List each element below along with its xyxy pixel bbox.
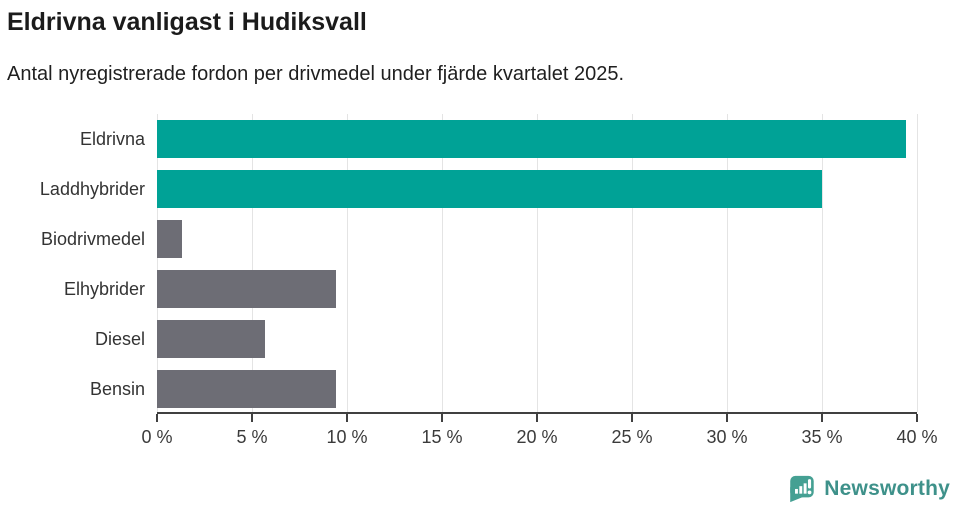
bar-row [157,314,917,364]
x-tick-label: 30 % [706,427,748,447]
logo-bar-medium [799,486,803,494]
x-tick-label: 35 % [801,427,843,447]
category-label: Eldrivna [79,128,145,149]
category-label: Diesel [94,328,145,349]
x-tick-label: 5 % [236,427,268,447]
x-tick-label: 40 % [896,427,938,447]
bar-row [157,164,917,214]
newsworthy-logo-icon [790,475,815,503]
x-tick-mark [821,414,823,422]
gridline [917,114,918,412]
x-tick-label: 20 % [516,427,558,447]
x-tick-label: 25 % [611,427,653,447]
category-axis: Eldrivna Laddhybrider Biodrivmedel Elhybrid… [0,114,157,456]
bar [157,270,336,308]
logo-bar-tall [803,483,807,494]
category-label: Biodrivmedel [40,228,145,249]
gridline [822,114,823,412]
newsworthy-logo: Newsworthy [786,473,950,504]
gridline [442,114,443,412]
bar-row [157,364,917,414]
x-axis: 0 % 5 % 10 % 15 % 20 % 25 % 30 % 35 % 40 % [141,414,938,456]
x-tick-label: 0 % [141,427,173,447]
x-tick-label: 15 % [421,427,463,447]
bar [157,170,822,208]
category-label: Bensin [89,378,145,399]
bar [157,120,906,158]
x-tick-mark [631,414,633,422]
plot-area-wrap: 0 % 5 % 10 % 15 % 20 % 25 % 30 % 35 % 40 % [141,114,938,456]
x-tick-mark [156,414,158,422]
category-label: Elhybrider [63,278,145,299]
gridline [252,114,253,412]
x-tick-mark [726,414,728,422]
bar [157,370,336,408]
chart-title: Eldrivna vanligast i Hudiksvall [7,8,367,36]
bar-row [157,214,917,264]
x-tick-mark [346,414,348,422]
x-tick-mark [441,414,443,422]
category-label: Laddhybrider [39,178,145,199]
bar [157,220,182,258]
bar-row [157,114,917,164]
gridline [632,114,633,412]
bar-rows [157,114,917,412]
bar-row [157,264,917,314]
gridline [157,114,158,412]
newsworthy-brand-text: Newsworthy [824,476,950,500]
bar [157,320,266,358]
gridline [537,114,538,412]
x-tick-mark [916,414,918,422]
logo-exclamation-stroke [808,479,812,489]
gridline [347,114,348,412]
x-tick-mark [536,414,538,422]
logo-bar-small [795,488,799,494]
gridline [727,114,728,412]
bar-chart: Eldrivna Laddhybrider Biodrivmedel Elhybrid… [0,114,960,456]
chart-subtitle: Antal nyregistrerade fordon per drivmede… [7,63,625,85]
logo-exclamation-dot [807,490,812,495]
plot-area [157,114,918,414]
x-tick-mark [251,414,253,422]
x-tick-label: 10 % [326,427,368,447]
